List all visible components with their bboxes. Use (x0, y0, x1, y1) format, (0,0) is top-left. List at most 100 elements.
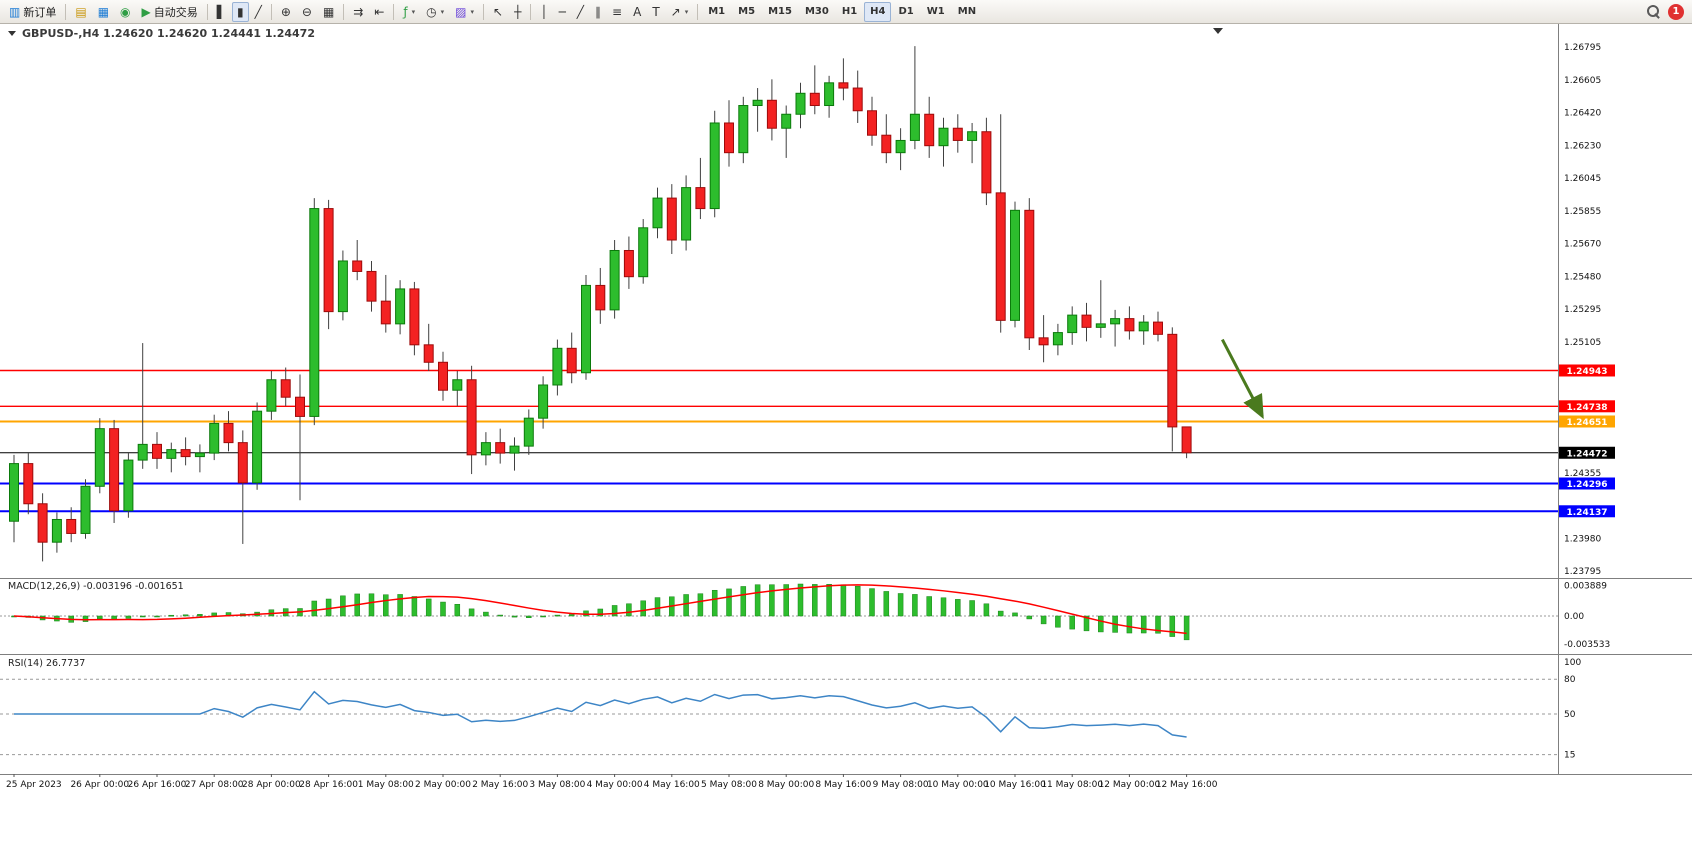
price-axis[interactable]: 1.26795 1.26605 1.26420 1.26230 1.26045 1.258… (1559, 43, 1615, 577)
templates-button[interactable]: ▨ ▾ (450, 2, 479, 22)
bull-candle (309, 208, 320, 417)
chart-shift-marker-icon[interactable] (1213, 28, 1223, 34)
toolbar-separator (206, 3, 208, 20)
macd-histogram-bar (654, 597, 661, 617)
bull-candle (509, 445, 520, 454)
candlesticks (9, 46, 1192, 562)
bull-candle (538, 384, 549, 419)
timeframe-d1-button[interactable]: D1 (892, 2, 919, 22)
line-chart-button[interactable]: ╱ (250, 2, 267, 22)
candlestick-chart-button[interactable]: ▮ (231, 1, 249, 22)
periods-dropdown-icon[interactable]: ▾ (440, 7, 445, 16)
text-button[interactable]: A (628, 2, 646, 22)
toolbar-separator (483, 3, 485, 20)
rsi-line (14, 690, 1187, 738)
trend-arrow-annotation[interactable] (1221, 338, 1264, 420)
text-label-button[interactable]: T (647, 2, 664, 22)
macd-histogram-bar (540, 615, 546, 618)
macd-histogram-bar (812, 584, 818, 617)
bear-candle (838, 82, 849, 89)
bull-candle (1095, 323, 1106, 328)
price-line-badge (1559, 400, 1615, 413)
auto-scroll-button[interactable]: ⇉ (348, 2, 368, 22)
arrows-button[interactable]: ↗ ▾ (666, 2, 694, 22)
macd-histogram-bar (1055, 615, 1061, 628)
macd-histogram-bar (411, 596, 418, 617)
horizontal-line-button[interactable]: ─ (554, 2, 571, 22)
trendline-button[interactable]: ╱ (572, 2, 589, 22)
zoom-in-button[interactable]: ⊕ (276, 2, 296, 22)
fibonacci-button[interactable]: ≡ (607, 2, 627, 22)
timeframe-m1-button[interactable]: M1 (702, 2, 731, 22)
autotrading-icon: ▶ (141, 4, 151, 19)
timeframe-w1-button[interactable]: W1 (921, 2, 951, 22)
macd-axis[interactable]: 0.003889 0.00 -0.003533 (1564, 581, 1610, 649)
timeframe-m30-button[interactable]: M30 (799, 2, 835, 22)
price-axis-label: 1.23795 (1564, 567, 1601, 577)
timeframe-h4-button[interactable]: H4 (864, 1, 892, 22)
autotrading-button[interactable]: ▶ 自动交易 (137, 2, 203, 22)
time-axis-label: 1 May 08:00 (358, 780, 414, 790)
price-axis-label: 1.26795 (1564, 43, 1601, 53)
toolbar-separator (697, 3, 699, 20)
bear-candle (1081, 314, 1092, 328)
search-icon[interactable] (1647, 5, 1660, 18)
macd-histogram-bar (1098, 615, 1104, 633)
bull-candle (967, 131, 978, 141)
time-axis-label: 2 May 16:00 (472, 780, 528, 790)
bar-chart-button[interactable]: ▌ (212, 2, 231, 22)
arrows-dropdown-icon[interactable]: ▾ (684, 7, 689, 16)
bear-candle (1181, 426, 1192, 454)
time-axis-label: 10 May 00:00 (927, 780, 989, 790)
chart-shift-button[interactable]: ⇤ (369, 2, 389, 22)
timeframe-h1-button[interactable]: H1 (836, 2, 863, 22)
indicators-icon: ƒ (403, 4, 408, 19)
indicators-button[interactable]: ƒ ▾ (398, 2, 420, 22)
macd-indicator (0, 583, 1558, 641)
data-window-button[interactable]: ▦ (93, 2, 114, 22)
rsi-axis[interactable]: 100 80 50 15 (1564, 658, 1581, 761)
bear-candle (466, 379, 477, 456)
cursor-button[interactable]: ↖ (488, 2, 508, 22)
timeframe-m5-button[interactable]: M5 (732, 2, 761, 22)
vertical-line-button[interactable]: │ (535, 2, 552, 22)
chart-window[interactable]: 1.26795 1.26605 1.26420 1.26230 1.26045 1.258… (0, 24, 1692, 855)
down-arrow-icon[interactable] (1221, 338, 1264, 420)
bull-candle (752, 99, 763, 107)
macd-histogram-bar (526, 615, 532, 618)
new-order-label: 新订单 (23, 5, 57, 19)
macd-histogram-bar (769, 584, 775, 617)
macd-histogram-bar (1083, 615, 1090, 632)
bull-candle (1010, 209, 1020, 321)
bear-candle (66, 518, 77, 534)
macd-histogram-bar (139, 615, 146, 618)
zoom-out-icon: ⊖ (301, 4, 312, 19)
bull-candle (938, 127, 949, 147)
horizontal-lines[interactable] (0, 369, 1558, 513)
timeframe-m15-button[interactable]: M15 (762, 2, 798, 22)
tile-windows-icon: ▦ (322, 4, 335, 19)
notification-badge[interactable]: 1 (1668, 3, 1684, 20)
macd-histogram-bar (955, 599, 961, 617)
price-chart[interactable]: 1.26795 1.26605 1.26420 1.26230 1.26045 1.258… (0, 24, 1692, 855)
timeframe-mn-button[interactable]: MN (952, 2, 982, 22)
macd-histogram-bar (425, 598, 432, 617)
zoom-out-button[interactable]: ⊖ (297, 2, 317, 22)
macd-histogram-bar (840, 584, 847, 617)
indicators-dropdown-icon[interactable]: ▾ (411, 7, 416, 16)
symbol-menu-icon[interactable] (8, 31, 16, 36)
new-order-button[interactable]: ▥ 新订单 (4, 2, 61, 22)
templates-dropdown-icon[interactable]: ▾ (470, 7, 475, 16)
crosshair-button[interactable]: ┼ (509, 2, 526, 22)
periods-button[interactable]: ◷ ▾ (421, 2, 449, 22)
macd-histogram-bar (640, 600, 646, 617)
navigator-button[interactable]: ◉ (115, 2, 135, 22)
tile-windows-button[interactable]: ▦ (318, 2, 339, 22)
equidistant-channel-button[interactable]: ∥ (590, 2, 606, 22)
bear-candle (352, 260, 363, 272)
bull-candle (609, 249, 620, 311)
market-watch-button[interactable]: ▤ (70, 2, 91, 22)
macd-histogram-bar (997, 610, 1004, 617)
macd-histogram-bar (912, 594, 918, 617)
